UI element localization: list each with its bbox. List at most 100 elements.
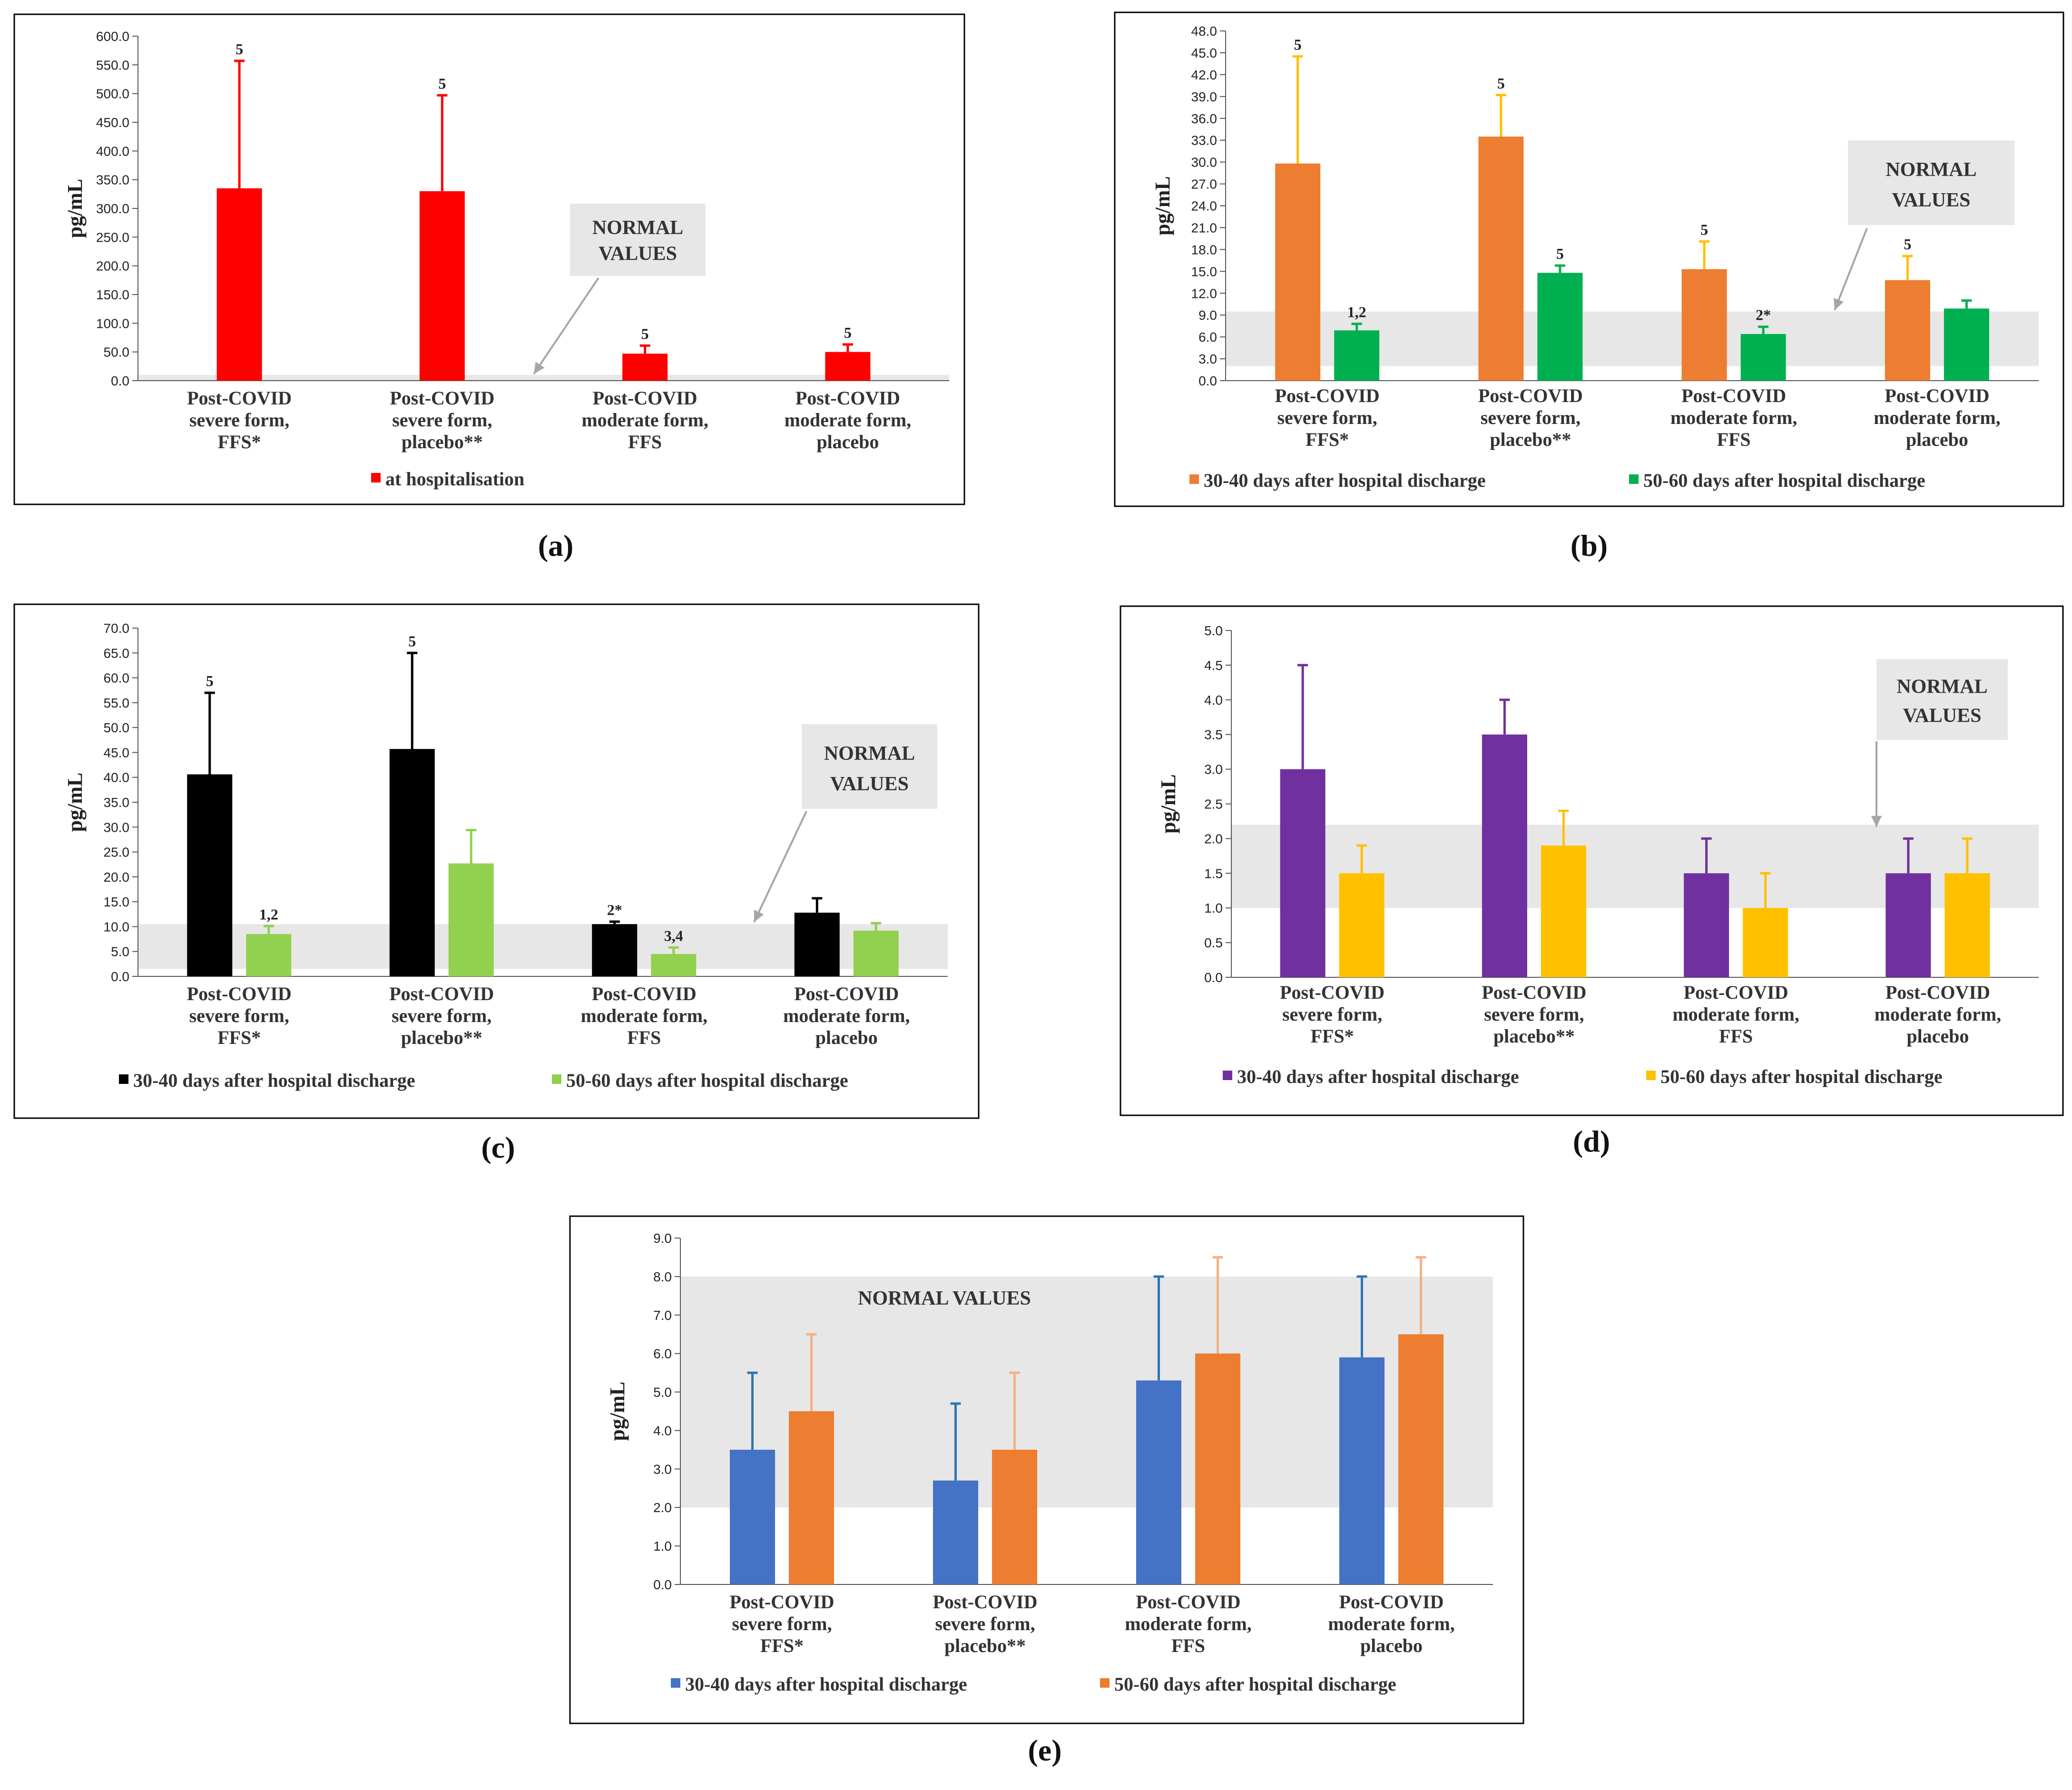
x-category-label: moderate form,	[1670, 407, 1797, 428]
bar-s1-c4	[794, 913, 840, 976]
y-tick-label: 500.0	[96, 87, 129, 101]
legend-label: 50-60 days after hospital discharge	[1660, 1066, 1943, 1087]
significance-annotation: 2*	[1756, 306, 1771, 324]
y-tick-label: 250.0	[96, 230, 129, 245]
x-category-label: moderate form,	[581, 409, 708, 431]
y-tick-label: 60.0	[104, 671, 130, 686]
arrow-head-icon	[754, 910, 764, 922]
y-tick-label: 0.0	[111, 374, 129, 388]
y-tick-label: 4.0	[1204, 693, 1223, 708]
bar-s2-c4	[1944, 308, 1989, 381]
bar-s2-c4	[1944, 873, 1990, 977]
legend-label: 30-40 days after hospital discharge	[1204, 470, 1486, 491]
y-tick-label: 10.0	[104, 919, 130, 934]
normal-values-label: NORMAL	[1885, 159, 1976, 181]
panel-frame	[13, 13, 965, 505]
significance-annotation: 5	[844, 324, 852, 341]
bar-s1-c3	[592, 924, 638, 976]
x-category-label: Post-COVID	[1885, 385, 1989, 406]
legend-swatch	[671, 1678, 680, 1688]
bar-s2-c4	[853, 930, 899, 976]
x-category-label: placebo**	[1490, 429, 1571, 450]
x-category-label: placebo	[1360, 1635, 1423, 1656]
y-tick-label: 150.0	[96, 287, 129, 302]
legend-swatch	[119, 1074, 128, 1084]
significance-annotation: 5	[1904, 236, 1911, 253]
x-category-label: FFS*	[1311, 1025, 1354, 1047]
significance-annotation: 1,2	[259, 905, 278, 923]
legend-label: at hospitalisation	[385, 468, 524, 490]
legend-swatch	[552, 1074, 561, 1084]
x-category-label: Post-COVID	[187, 983, 292, 1004]
x-category-label: FFS*	[1306, 429, 1349, 450]
y-tick-label: 30.0	[104, 820, 130, 835]
bar-s2-c4	[1398, 1334, 1444, 1584]
chart-panel-c: 0.0 5.0 10.0 15.0 20.0 25.0 30.0 35.0 40.0 45.0 50…	[13, 603, 980, 1119]
y-tick-label: 39.0	[1191, 89, 1218, 104]
x-category-label: FFS	[627, 1027, 661, 1048]
normal-values-box	[802, 724, 937, 809]
x-category-label: FFS	[1717, 429, 1751, 450]
bar-s2-c1	[1334, 330, 1380, 381]
x-category-label: FFS*	[760, 1635, 804, 1656]
panel-label: (d)	[1573, 1124, 1610, 1158]
x-category-label: Post-COVID	[187, 387, 292, 409]
normal-values-box	[1876, 659, 2008, 740]
y-tick-label: 3.0	[1198, 352, 1217, 366]
x-category-label: Post-COVID	[1339, 1591, 1444, 1613]
y-tick-label: 15.0	[1191, 264, 1218, 279]
y-tick-label: 350.0	[96, 173, 129, 187]
bar-s1-c3	[1681, 269, 1727, 381]
y-tick-label: 25.0	[104, 845, 130, 860]
y-tick-label: 6.0	[653, 1347, 672, 1361]
normal-values-label: NORMAL	[592, 217, 683, 239]
x-category-label: severe form,	[189, 1005, 289, 1026]
x-category-label: moderate form,	[1125, 1613, 1252, 1634]
y-tick-label: 48.0	[1191, 24, 1218, 39]
significance-annotation: 3,4	[664, 927, 683, 944]
panel-label: (a)	[538, 529, 574, 562]
x-category-label: severe form,	[935, 1613, 1035, 1634]
x-category-label: severe form,	[732, 1613, 832, 1634]
y-tick-label: 600.0	[96, 29, 129, 44]
legend-label: 50-60 days after hospital discharge	[1114, 1673, 1396, 1695]
normal-values-label: NORMAL VALUES	[858, 1288, 1031, 1309]
legend-label: 50-60 days after hospital discharge	[1643, 470, 1925, 491]
significance-annotation: 5	[1700, 221, 1708, 238]
x-category-label: moderate form,	[1672, 1003, 1799, 1025]
y-axis-label: pg/mL	[1151, 176, 1174, 236]
y-tick-label: 42.0	[1191, 68, 1218, 82]
legend-swatch	[1189, 474, 1199, 484]
x-category-label: Post-COVID	[1885, 982, 1990, 1003]
y-tick-label: 2.0	[1204, 831, 1223, 846]
x-category-label: Post-COVID	[794, 983, 899, 1004]
normal-values-label: VALUES	[1892, 189, 1971, 211]
x-category-label: moderate form,	[1875, 1003, 2002, 1025]
arrow-head-icon	[1834, 298, 1844, 310]
y-axis-label: pg/mL	[1157, 774, 1180, 834]
y-tick-label: 50.0	[104, 720, 130, 735]
y-tick-label: 9.0	[653, 1231, 672, 1246]
panel-frame	[13, 603, 980, 1119]
x-category-label: placebo	[1906, 429, 1968, 450]
legend-label: 50-60 days after hospital discharge	[566, 1070, 848, 1091]
x-category-label: Post-COVID	[1478, 385, 1583, 406]
bar-s2-c3	[1740, 334, 1786, 381]
bar-s2-c3	[651, 954, 697, 976]
y-axis-label: pg/mL	[63, 179, 87, 238]
y-tick-label: 100.0	[96, 316, 129, 331]
y-axis-label: pg/mL	[606, 1382, 629, 1441]
y-tick-label: 300.0	[96, 201, 129, 216]
x-category-label: Post-COVID	[1136, 1591, 1241, 1613]
significance-annotation: 5	[438, 75, 446, 92]
y-tick-label: 33.0	[1191, 133, 1218, 148]
bar-s1-c4	[1339, 1357, 1385, 1584]
y-tick-label: 0.5	[1204, 935, 1223, 950]
y-tick-label: 0.0	[653, 1577, 672, 1592]
y-tick-label: 65.0	[104, 646, 130, 660]
y-tick-label: 3.0	[653, 1462, 672, 1476]
x-category-label: moderate form,	[783, 1005, 910, 1026]
x-category-label: Post-COVID	[1684, 982, 1788, 1003]
y-tick-label: 18.0	[1191, 242, 1218, 257]
bar-s2-c1	[1339, 873, 1385, 977]
